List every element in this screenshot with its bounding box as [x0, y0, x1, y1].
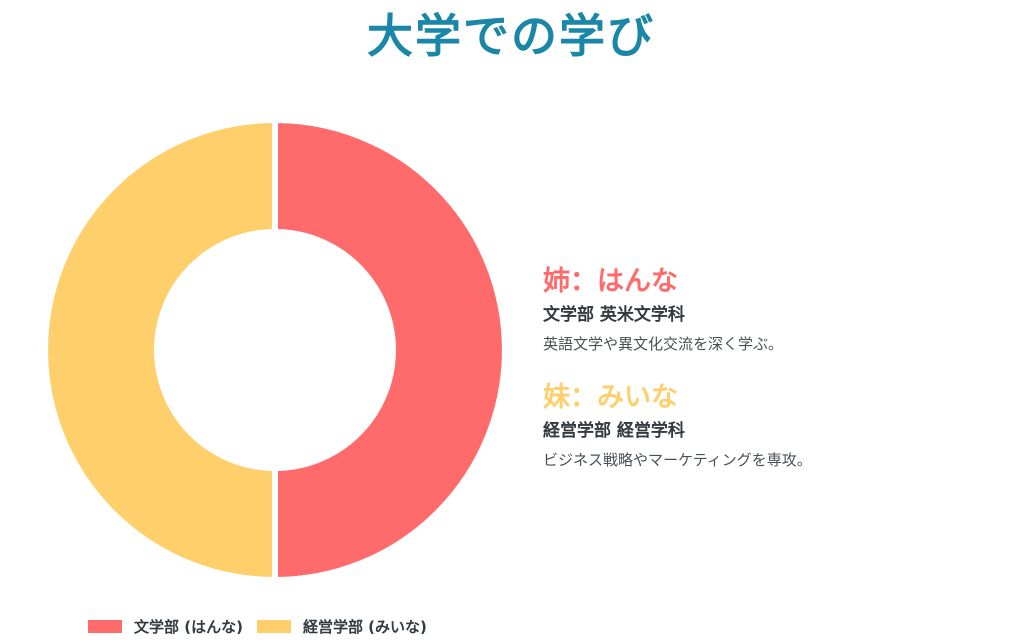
legend-label-hanna: 文学部 (はんな) — [134, 618, 243, 636]
profile-dept-miina: 経営学部 経営学科 — [543, 421, 685, 441]
donut-slice-hanna[interactable] — [272, 116, 508, 584]
legend-label-miina: 経営学部 (みいな) — [302, 618, 427, 636]
page-title: 大学での学び — [367, 9, 655, 63]
legend-swatch-miina — [256, 620, 291, 633]
profile-dept-hanna: 文学部 英米文学科 — [543, 305, 685, 325]
profile-name-miina: 妹：みいな — [543, 382, 678, 413]
donut-slice-miina[interactable] — [42, 116, 278, 584]
profile-desc-miina: ビジネス戦略やマーケティングを専攻。 — [543, 451, 812, 469]
legend-item-miina[interactable]: 経営学部 (みいな) — [256, 616, 427, 637]
profile-desc-hanna: 英語文学や異文化交流を深く学ぶ。 — [543, 335, 784, 353]
chart-legend: 文学部 (はんな) 経営学部 (みいな) — [88, 616, 441, 637]
profile-hanna: 姉：はんな 文学部 英米文学科 英語文学や異文化交流を深く学ぶ。 — [543, 264, 1013, 356]
profile-miina: 妹：みいな 経営学部 経営学科 ビジネス戦略やマーケティングを専攻。 — [543, 380, 1013, 472]
legend-item-hanna[interactable]: 文学部 (はんな) — [88, 616, 243, 637]
legend-swatch-hanna — [88, 620, 122, 633]
profile-name-hanna: 姉：はんな — [543, 266, 678, 297]
